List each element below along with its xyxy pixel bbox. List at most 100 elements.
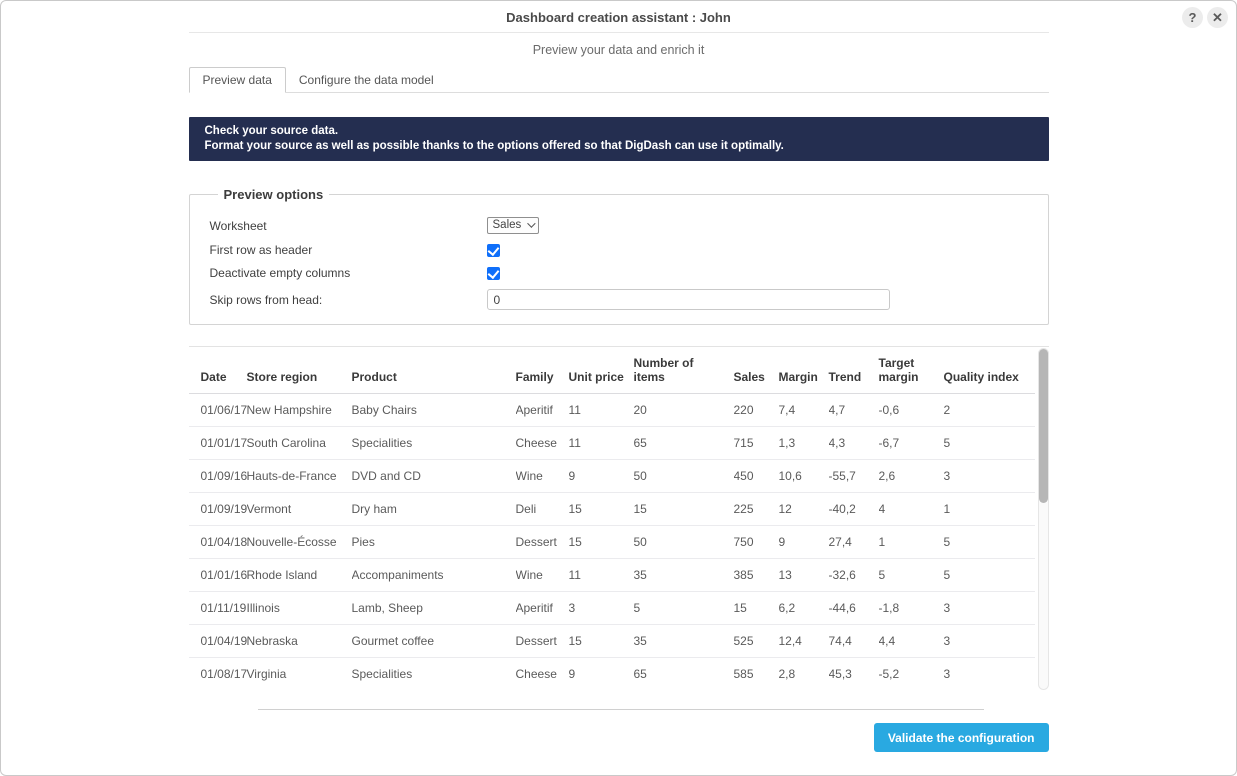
table-cell: 585	[733, 657, 779, 690]
table-cell: 9	[568, 657, 634, 690]
table-cell: Cheese	[515, 426, 569, 460]
table-cell: 9	[778, 525, 829, 559]
table-cell: 11	[568, 393, 634, 427]
close-button[interactable]: ✕	[1207, 7, 1228, 28]
table-scrollbar[interactable]	[1037, 348, 1049, 690]
table-row: 01/01/16 Rhode Island Accompaniments Wine 11…	[188, 558, 1035, 592]
table-cell: -44,6	[828, 591, 879, 625]
first-row-header-row: First row as header	[210, 243, 1028, 257]
skip-rows-row: Skip rows from head:	[210, 289, 1028, 310]
table-cell: -1,8	[878, 591, 944, 625]
table-cell: 65	[633, 657, 734, 690]
table-cell: Aperitif	[515, 591, 569, 625]
table-cell: 15	[568, 525, 634, 559]
skip-rows-input[interactable]	[486, 289, 890, 310]
table-cell: Virginia	[246, 657, 352, 690]
table-cell: 4,7	[828, 393, 879, 427]
table-cell: 01/09/19	[188, 492, 247, 526]
table-cell: 01/01/16	[188, 558, 247, 592]
table-cell: Wine	[515, 558, 569, 592]
table-cell: 10,6	[778, 459, 829, 493]
first-row-header-label: First row as header	[209, 243, 313, 257]
table-cell: 1	[878, 525, 944, 559]
table-cell: Specialities	[351, 426, 516, 460]
table-cell: 1,3	[778, 426, 829, 460]
validate-configuration-button[interactable]: Validate the configuration	[873, 723, 1049, 752]
table-cell: Cheese	[515, 657, 569, 690]
table-cell: 4,3	[828, 426, 879, 460]
worksheet-select[interactable]: Sales	[486, 217, 540, 234]
table-cell: Nouvelle-Écosse	[246, 525, 352, 559]
table-cell: 5	[878, 558, 944, 592]
table-cell: 45,3	[828, 657, 879, 690]
deactivate-empty-columns-row: Deactivate empty columns	[210, 266, 1028, 280]
table-row: 01/04/19 Nebraska Gourmet coffee Dessert 15 3…	[188, 624, 1035, 658]
table-cell: 4	[878, 492, 944, 526]
table-cell: 01/06/17	[188, 393, 247, 427]
step-subtitle: Preview your data and enrich it	[532, 43, 705, 57]
tab-bar: Preview data Configure the data model	[188, 67, 1049, 93]
table-column-header: Product	[351, 347, 516, 394]
table-cell: 2,8	[778, 657, 829, 690]
table-cell: 50	[633, 525, 734, 559]
table-cell: 15	[568, 492, 634, 526]
first-row-header-checkbox[interactable]	[486, 243, 500, 257]
table-cell: -6,7	[878, 426, 944, 460]
tab-preview-data[interactable]: Preview data	[188, 67, 286, 93]
table-cell: 27,4	[828, 525, 879, 559]
table-cell: 1	[943, 492, 1035, 526]
table-cell: 3	[943, 591, 1035, 625]
table-column-header: Date	[188, 347, 247, 394]
table-cell: 15	[633, 492, 734, 526]
help-button[interactable]: ?	[1182, 7, 1203, 28]
table-cell: 450	[733, 459, 779, 493]
table-cell: Dry ham	[351, 492, 516, 526]
table-cell: Vermont	[246, 492, 352, 526]
table-cell: -40,2	[828, 492, 879, 526]
table-cell: 11	[568, 558, 634, 592]
worksheet-selected-value: Sales	[492, 219, 522, 231]
table-cell: 01/04/19	[188, 624, 247, 658]
table-row: 01/06/17 New Hampshire Baby Chairs Aperitif…	[188, 393, 1035, 427]
table-cell: 5	[943, 525, 1035, 559]
table-cell: 15	[568, 624, 634, 658]
skip-rows-label: Skip rows from head:	[209, 292, 323, 307]
table-cell: Lamb, Sheep	[351, 591, 516, 625]
info-banner-line2: Format your source as well as possible t…	[204, 140, 784, 152]
table-cell: 3	[943, 459, 1035, 493]
table-row: 01/01/17 South Carolina Specialities Cheese…	[188, 426, 1035, 460]
info-banner: Check your source data. Format your sour…	[188, 117, 1049, 161]
window-buttons: ? ✕	[1182, 7, 1228, 28]
table-cell: 01/08/17	[188, 657, 247, 690]
table-cell: -55,7	[828, 459, 879, 493]
table-cell: Nebraska	[246, 624, 352, 658]
table-column-header: Number of items	[633, 347, 734, 394]
table-cell: 220	[733, 393, 779, 427]
deactivate-empty-columns-checkbox[interactable]	[486, 266, 500, 280]
table-cell: 35	[633, 624, 734, 658]
table-column-header: Sales	[733, 347, 779, 394]
table-cell: 385	[733, 558, 779, 592]
table-cell: Illinois	[246, 591, 352, 625]
table-cell: 01/09/16	[188, 459, 247, 493]
dialog-title: Dashboard creation assistant : John	[506, 10, 731, 25]
tab-configure-data-model[interactable]: Configure the data model	[298, 73, 434, 87]
table-cell: 2,6	[878, 459, 944, 493]
table-cell: 20	[633, 393, 734, 427]
table-column-header: Store region	[246, 347, 352, 394]
table-cell: 9	[568, 459, 634, 493]
table-cell: 74,4	[828, 624, 879, 658]
data-preview-panel: Date Store region Product Family Unit price N…	[188, 346, 1049, 690]
table-cell: 5	[943, 426, 1035, 460]
table-cell: Accompaniments	[351, 558, 516, 592]
table-cell: Baby Chairs	[351, 393, 516, 427]
table-cell: New Hampshire	[246, 393, 352, 427]
table-cell: 715	[733, 426, 779, 460]
table-cell: 01/04/18	[188, 525, 247, 559]
deactivate-empty-columns-label: Deactivate empty columns	[209, 266, 351, 280]
footer: Validate the configuration	[189, 723, 1049, 752]
table-row: 01/09/19 Vermont Dry ham Deli 15 15 225 12 -40,2…	[188, 492, 1035, 526]
table-cell: 4,4	[878, 624, 944, 658]
table-scrollbar-thumb[interactable]	[1038, 349, 1048, 503]
table-column-header: Family	[515, 347, 569, 394]
